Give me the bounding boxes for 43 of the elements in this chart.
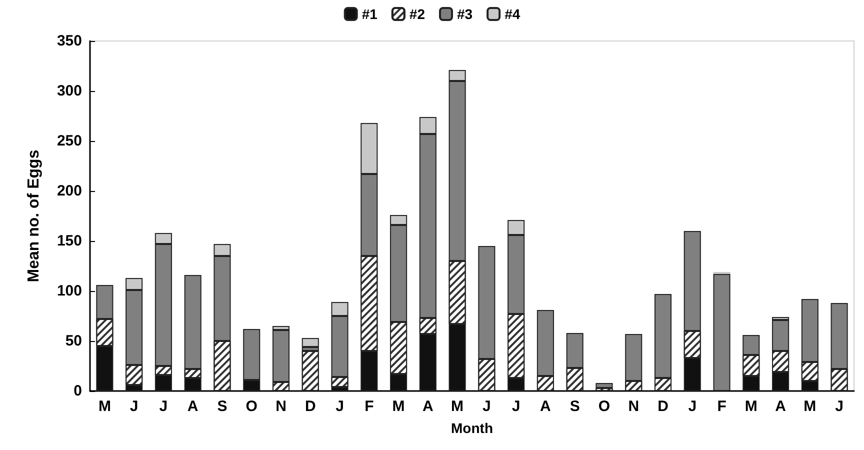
x-tick-label: M <box>804 398 816 415</box>
x-tick-label: S <box>570 398 580 415</box>
x-tick-label: M <box>451 398 464 415</box>
x-tick-label: J <box>688 398 697 415</box>
x-tick-label: J <box>130 398 138 415</box>
x-tick-label: M <box>98 398 111 415</box>
x-tick-label: N <box>276 398 286 415</box>
x-tick-label: A <box>422 398 434 415</box>
x-tick-label: D <box>304 398 316 415</box>
x-tick-label: M <box>392 398 405 415</box>
y-tick-label: 300 <box>56 82 82 100</box>
y-tick-label: 150 <box>56 232 82 250</box>
x-tick-label: M <box>744 398 758 415</box>
bar <box>596 383 613 388</box>
legend-label: #2 <box>409 6 426 22</box>
x-tick-label: J <box>512 398 520 415</box>
x-tick-label: J <box>835 398 844 415</box>
legend-label: #4 <box>504 6 520 22</box>
x-tick-label: A <box>187 398 198 415</box>
x-tick-label: F <box>717 398 726 415</box>
x-axis-title: Month <box>451 420 493 436</box>
bar <box>302 338 319 347</box>
y-tick-label: 100 <box>56 282 82 300</box>
x-tick-label: O <box>246 398 258 415</box>
x-tick-label: A <box>540 398 552 415</box>
y-tick-label: 0 <box>74 382 82 400</box>
x-tick-label: N <box>628 398 640 415</box>
x-tick-label: D <box>658 398 669 415</box>
x-tick-label: J <box>482 398 491 415</box>
y-tick-label: 200 <box>56 182 82 200</box>
y-axis-title: Mean no. of Eggs <box>26 150 42 282</box>
x-tick-label: F <box>364 398 374 415</box>
legend-label: #1 <box>362 6 378 22</box>
x-tick-label: J <box>336 398 344 415</box>
x-tick-label: J <box>159 398 168 415</box>
y-tick-label: 350 <box>56 32 82 50</box>
x-tick-label: O <box>598 398 610 415</box>
y-tick-label: 50 <box>65 332 82 350</box>
x-tick-label: S <box>217 398 228 415</box>
x-tick-label: A <box>775 398 786 415</box>
legend-label: #3 <box>457 6 473 22</box>
bar <box>713 274 730 391</box>
y-tick-label: 250 <box>56 132 82 150</box>
